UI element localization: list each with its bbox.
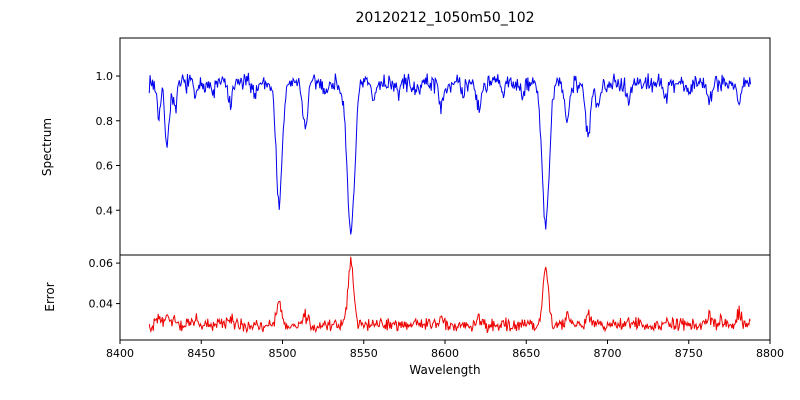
x-tick-label: 8450 xyxy=(187,347,215,360)
x-tick-label: 8550 xyxy=(350,347,378,360)
spectrum-y-tick-label: 0.4 xyxy=(96,204,114,217)
spectrum-y-tick-label: 0.6 xyxy=(96,160,114,173)
spectrum-line xyxy=(148,72,751,235)
x-tick-label: 8700 xyxy=(594,347,622,360)
error-line xyxy=(148,256,751,334)
x-tick-label: 8750 xyxy=(675,347,703,360)
x-tick-label: 8800 xyxy=(756,347,784,360)
chart-title: 20120212_1050m50_102 xyxy=(355,10,535,26)
error-y-tick-label: 0.04 xyxy=(89,298,114,311)
spectrum-y-axis-label: Spectrum xyxy=(40,117,54,177)
x-tick-label: 8500 xyxy=(269,347,297,360)
spectrum-y-tick-label: 1.0 xyxy=(96,70,114,83)
x-axis-label: Wavelength xyxy=(409,363,481,377)
error-axes-frame xyxy=(119,254,771,341)
spectrum-y-tick-label: 0.8 xyxy=(96,115,114,128)
x-tick-label: 8400 xyxy=(106,347,134,360)
x-tick-label: 8600 xyxy=(431,347,459,360)
x-tick-label: 8650 xyxy=(512,347,540,360)
spectrum-axes-frame xyxy=(119,37,771,256)
error-y-tick-label: 0.06 xyxy=(89,257,114,270)
error-y-axis-label: Error xyxy=(43,282,57,312)
